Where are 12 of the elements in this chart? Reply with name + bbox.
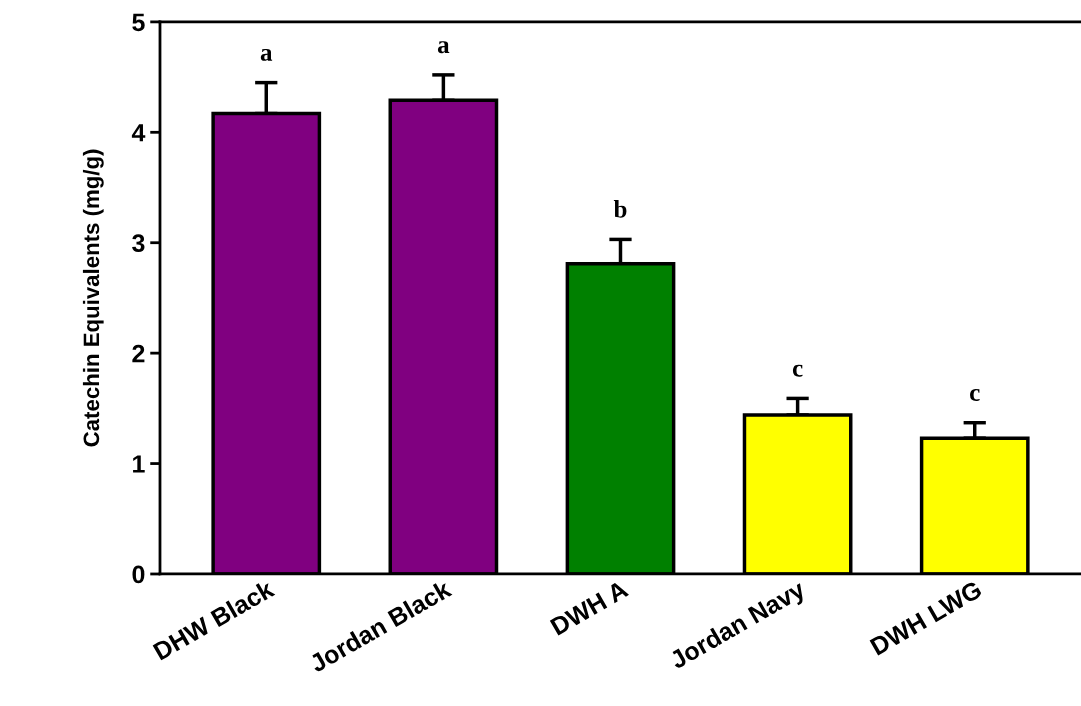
annotation: c (970, 388, 980, 401)
y-tick-label: 2 (132, 344, 145, 363)
annotation: b (613, 200, 627, 218)
annotation: a (437, 41, 450, 54)
annotation: c (792, 364, 803, 377)
y-tick-label: 0 (132, 565, 145, 584)
y-tick-label: 5 (132, 13, 145, 32)
y-tick-label: 1 (133, 455, 145, 473)
y-tick-label: 3 (132, 234, 145, 253)
annotation: a (260, 48, 273, 61)
y-tick-label: 4 (131, 124, 146, 142)
y-axis-title: Catechin Equivalents (mg/g) (82, 149, 104, 447)
